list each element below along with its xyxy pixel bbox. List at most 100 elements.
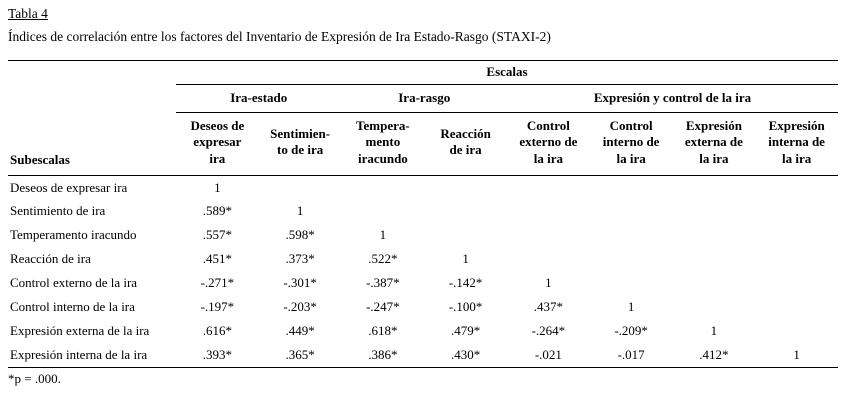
correlation-value: .598* <box>285 227 315 243</box>
correlation-value <box>507 199 590 223</box>
correlation-value: 1 <box>214 179 221 195</box>
column-header-row: Deseos de expresar ira Sentimien- to de … <box>8 112 838 176</box>
table-body: Deseos de expresar ira 1 Sentimiento de ir… <box>8 175 838 368</box>
escalas-header: Escalas <box>176 60 838 85</box>
correlation-value <box>590 271 673 295</box>
correlation-value <box>342 175 425 199</box>
correlation-value: .618* <box>368 323 398 339</box>
correlation-value: -.209* <box>614 323 648 339</box>
table-row: Expresión externa de la ira .616* .449* .61… <box>8 319 838 343</box>
correlation-value: .373* <box>285 251 315 267</box>
escalas-header-row: Subescalas Escalas <box>8 60 838 176</box>
column-header-control-interno: Control interno de la ira <box>589 112 673 176</box>
correlation-value: 1 <box>379 227 387 243</box>
correlation-value: .365* <box>258 343 342 368</box>
correlation-value: -.271* <box>200 275 235 291</box>
correlation-value <box>673 271 756 295</box>
correlation-value <box>424 223 507 247</box>
column-header-expresion-interna: Expresión interna de la ira <box>755 112 838 176</box>
correlation-value: -.142* <box>448 275 483 291</box>
correlation-value <box>673 223 756 247</box>
correlation-value: .479* <box>451 323 481 339</box>
table-row: Expresión interna de la ira .393* .365* .38… <box>8 343 838 368</box>
correlation-value <box>424 175 507 199</box>
correlation-value: 1 <box>296 203 304 219</box>
table-row: Control interno de la ira -.197* -.203* -.2… <box>8 295 838 319</box>
column-header-deseos-expresar-ira: Deseos de expresar ira <box>176 112 259 176</box>
correlation-value: .430* <box>424 343 507 368</box>
row-label: Expresión interna de la ira <box>8 343 176 368</box>
correlation-value: .589* <box>202 203 232 219</box>
correlation-value <box>755 271 838 295</box>
correlation-value <box>590 247 673 271</box>
group-header-row: Ira-estado Ira-rasgo Expresión y control… <box>8 84 838 113</box>
correlation-value: -.247* <box>366 299 400 315</box>
correlation-value: .412* <box>672 343 756 368</box>
correlation-value <box>673 295 756 319</box>
correlation-value <box>755 295 838 319</box>
correlation-value: 1 <box>755 343 838 368</box>
correlation-value <box>755 223 838 247</box>
correlation-value <box>590 223 673 247</box>
correlation-value: .616* <box>202 323 232 339</box>
correlation-value <box>259 175 342 199</box>
row-label: Reacción de ira <box>10 251 91 267</box>
correlation-value: .451* <box>202 251 232 267</box>
row-label: Sentimiento de ira <box>10 203 106 219</box>
row-label: Expresión externa de la ira <box>10 323 150 339</box>
table-row: Deseos de expresar ira 1 <box>8 175 838 199</box>
group-header-expresion-y-control: Expresión y control de la ira <box>507 84 838 113</box>
correlation-value <box>673 247 756 271</box>
correlation-value: 1 <box>462 251 469 267</box>
table-row: Control externo de la ira -.271* -.301* -.3… <box>8 271 838 295</box>
row-label: Control interno de la ira <box>10 299 135 315</box>
row-label: Control externo de la ira <box>10 275 138 291</box>
table-row: Reacción de ira .451* .373* .522* 1 <box>8 247 838 271</box>
correlation-value: -.100* <box>448 299 483 315</box>
column-header-temperamento-iracundo: Tempera- mento iracundo <box>341 112 425 176</box>
correlation-value <box>755 319 838 343</box>
correlation-value <box>755 247 838 271</box>
correlation-value: .437* <box>533 299 563 315</box>
correlation-value: 1 <box>710 323 718 339</box>
correlation-value: .449* <box>285 323 315 339</box>
correlation-value <box>755 199 838 223</box>
column-header-expresion-externa: Expresión externa de la ira <box>672 112 756 176</box>
correlation-value: -.197* <box>200 299 235 315</box>
row-label: Deseos de expresar ira <box>10 179 128 195</box>
column-header-control-externo: Control externo de la ira <box>507 112 590 176</box>
correlation-value <box>424 199 507 223</box>
column-header-sentimiento-de-ira: Sentimien- to de ira <box>258 112 342 176</box>
correlation-value: -.017 <box>589 343 673 368</box>
correlation-value: -.203* <box>283 299 317 315</box>
correlation-value: -.021 <box>507 343 590 368</box>
correlation-value: .393* <box>176 343 259 368</box>
correlation-value: .386* <box>341 343 425 368</box>
correlation-value <box>507 175 590 199</box>
correlation-value: -.387* <box>366 275 400 291</box>
row-label: Temperamento iracundo <box>10 227 137 243</box>
table-row: Sentimiento de ira .589* 1 <box>8 199 838 223</box>
correlation-value: -.264* <box>531 323 566 339</box>
correlation-value <box>507 247 590 271</box>
correlation-value: -.301* <box>283 275 317 291</box>
group-header-ira-rasgo: Ira-rasgo <box>341 84 507 113</box>
correlation-value <box>673 175 756 199</box>
table-row: Temperamento iracundo .557* .598* 1 <box>8 223 838 247</box>
correlation-value: 1 <box>627 299 635 315</box>
correlation-value: .522* <box>368 251 398 267</box>
correlation-value <box>755 175 838 199</box>
document-page: Tabla 4 Índices de correlación entre los… <box>8 6 838 386</box>
correlation-value <box>507 223 590 247</box>
group-header-ira-estado: Ira-estado <box>176 84 342 113</box>
correlation-table: Subescalas Escalas Ira-estado Ira-rasgo … <box>8 60 838 368</box>
table-title: Índices de correlación entre los factore… <box>8 29 551 44</box>
column-header-reaccion-de-ira: Reacción de ira <box>424 112 507 176</box>
correlation-value <box>673 199 756 223</box>
correlation-value <box>590 199 673 223</box>
correlation-value <box>590 175 673 199</box>
correlation-value: .557* <box>202 227 232 243</box>
correlation-value <box>342 199 425 223</box>
subescalas-header: Subescalas <box>8 60 176 176</box>
correlation-value: 1 <box>545 275 552 291</box>
